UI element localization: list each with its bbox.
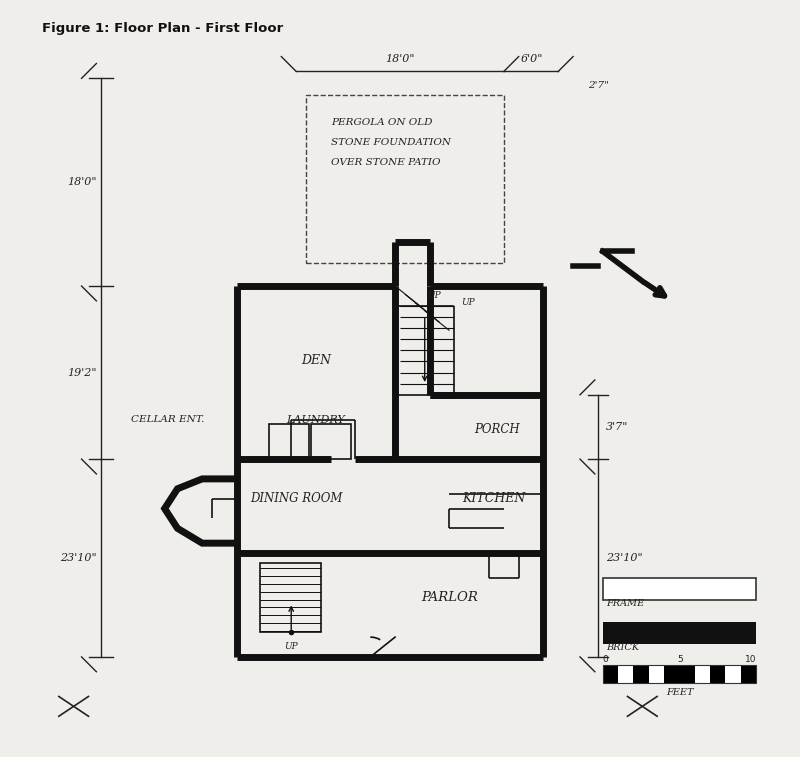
Text: BRICK: BRICK — [606, 643, 639, 652]
Bar — [311, 425, 350, 459]
Text: 6'0": 6'0" — [520, 54, 542, 64]
Text: 10: 10 — [745, 655, 756, 664]
Text: 23'10": 23'10" — [60, 553, 96, 563]
Text: FRAME: FRAME — [606, 599, 644, 608]
Bar — [694, 665, 710, 683]
Bar — [741, 665, 756, 683]
Bar — [602, 622, 756, 644]
Bar — [602, 665, 756, 683]
Text: DINING ROOM: DINING ROOM — [250, 492, 342, 505]
Bar — [602, 578, 756, 600]
Text: OVER STONE PATIO: OVER STONE PATIO — [330, 158, 440, 167]
Text: 18'0": 18'0" — [67, 177, 96, 187]
Bar — [679, 665, 694, 683]
Bar — [649, 665, 664, 683]
Bar — [634, 665, 649, 683]
Text: CELLAR ENT.: CELLAR ENT. — [131, 415, 204, 424]
Text: STONE FOUNDATION: STONE FOUNDATION — [330, 138, 450, 147]
Bar — [726, 665, 741, 683]
Text: DEN: DEN — [301, 354, 331, 366]
Text: 3'7": 3'7" — [606, 422, 628, 432]
Text: FEET: FEET — [666, 688, 694, 697]
Text: 2'7": 2'7" — [588, 81, 609, 90]
Bar — [270, 425, 309, 459]
Text: 23'10": 23'10" — [606, 553, 642, 563]
Text: 5: 5 — [677, 655, 682, 664]
Bar — [664, 665, 679, 683]
Bar — [710, 665, 726, 683]
Text: 0: 0 — [602, 655, 609, 664]
Text: 18'0": 18'0" — [386, 54, 414, 64]
Text: PORCH: PORCH — [474, 423, 520, 436]
Bar — [602, 665, 618, 683]
Text: KITCHEN: KITCHEN — [462, 492, 526, 505]
Text: LAUNDRY: LAUNDRY — [286, 415, 346, 425]
Text: UP: UP — [462, 298, 475, 307]
Bar — [259, 563, 321, 632]
Text: UP: UP — [284, 642, 298, 651]
Bar — [618, 665, 634, 683]
Bar — [306, 95, 504, 263]
Text: PERGOLA ON OLD: PERGOLA ON OLD — [330, 118, 432, 127]
Text: Figure 1: Floor Plan - First Floor: Figure 1: Floor Plan - First Floor — [42, 22, 283, 35]
Text: PARLOR: PARLOR — [421, 591, 478, 604]
Text: UP: UP — [426, 291, 440, 301]
Text: 19'2": 19'2" — [67, 368, 96, 378]
